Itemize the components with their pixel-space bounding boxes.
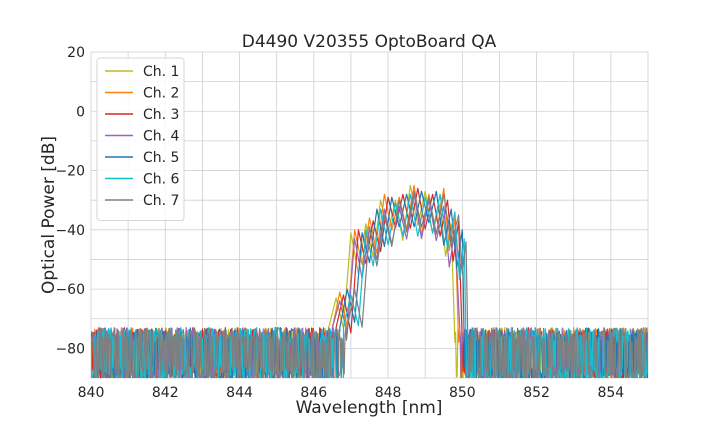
series-line-7	[91, 190, 648, 378]
legend-label: Ch. 3	[143, 107, 179, 123]
x-tick-label: 850	[449, 385, 476, 401]
x-tick-label: 848	[375, 385, 402, 401]
y-tick-label: −80	[55, 341, 85, 357]
legend-label: Ch. 1	[143, 64, 179, 80]
y-tick-label: −60	[55, 282, 85, 298]
legend-label: Ch. 4	[143, 129, 180, 145]
y-tick-label: 20	[67, 45, 85, 61]
legend-label: Ch. 6	[143, 172, 180, 188]
x-tick-label: 842	[152, 385, 179, 401]
y-tick-label: −40	[55, 223, 85, 239]
y-axis-label: Optical Power [dB]	[39, 136, 59, 294]
legend: Ch. 1 Ch. 2 Ch. 3 Ch. 4 Ch. 5 Ch. 6 Ch. 7	[96, 57, 185, 221]
x-tick-labels: 840 842 844 846 848 850 852 854	[78, 385, 625, 401]
legend-label: Ch. 7	[143, 193, 179, 209]
x-tick-label: 852	[523, 385, 550, 401]
y-tick-label: 0	[76, 104, 85, 120]
legend-label: Ch. 2	[143, 86, 179, 102]
legend-box	[96, 57, 185, 221]
y-tick-labels: 20 0 −20 −40 −60 −80	[55, 45, 85, 357]
y-tick-label: −20	[55, 164, 85, 180]
x-tick-label: 840	[78, 385, 105, 401]
x-tick-label: 854	[597, 385, 624, 401]
series-layer	[91, 184, 648, 378]
x-tick-label: 844	[226, 385, 253, 401]
chart-title: D4490 V20355 OptoBoard QA	[242, 32, 497, 52]
x-axis-label: Wavelength [nm]	[296, 398, 443, 418]
legend-label: Ch. 5	[143, 150, 179, 166]
x-tick-label: 846	[300, 385, 327, 401]
